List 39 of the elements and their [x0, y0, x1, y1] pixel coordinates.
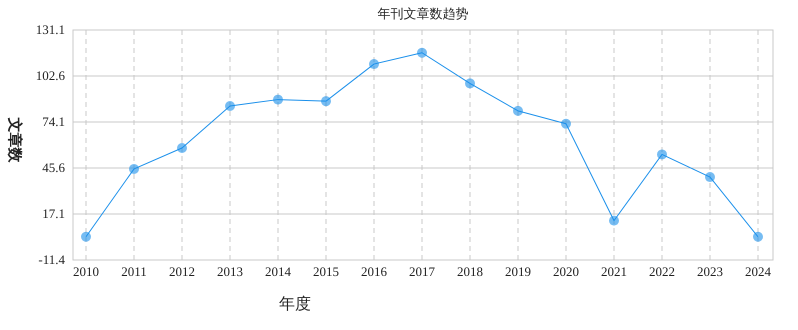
- x-axis-title: 年度: [279, 295, 311, 313]
- y-tick-label: 102.6: [36, 68, 66, 83]
- x-tick-label: 2014: [265, 264, 292, 279]
- point: [225, 101, 235, 112]
- point: [369, 59, 379, 70]
- point: [609, 216, 619, 226]
- x-tick-label: 2013: [217, 264, 243, 279]
- x-tick-label: 2024: [745, 264, 772, 279]
- point: [705, 172, 715, 182]
- point: [465, 78, 475, 88]
- x-tick-label: 2011: [121, 264, 147, 279]
- y-tick-label: 45.6: [42, 160, 66, 175]
- point: [177, 142, 187, 153]
- point: [657, 149, 667, 160]
- point: [81, 232, 91, 242]
- point: [129, 164, 139, 174]
- x-tick-label: 2015: [313, 264, 339, 279]
- point: [321, 96, 331, 106]
- point: [561, 118, 571, 129]
- chart-title: 年刊文章数趋势: [378, 6, 468, 21]
- y-axis-title: 文章数: [6, 116, 24, 164]
- y-tick-label: 74.1: [42, 114, 65, 129]
- x-tick-label: 2016: [361, 264, 388, 279]
- x-tick-label: 2021: [601, 264, 627, 279]
- y-tick-label: 131.1: [36, 22, 65, 37]
- point: [417, 48, 427, 58]
- x-tick-label: 2018: [457, 264, 483, 279]
- x-tick-label: 2023: [697, 264, 723, 279]
- x-tick-label: 2022: [649, 264, 675, 279]
- x-tick-label: 2017: [409, 264, 436, 279]
- point: [273, 94, 283, 105]
- y-tick-label: 17.1: [42, 206, 65, 221]
- y-tick-label: -11.4: [38, 252, 66, 267]
- x-tick-label: 2019: [505, 264, 531, 279]
- point: [753, 232, 763, 242]
- x-tick-label: 2020: [553, 264, 579, 279]
- x-tick-label: 2010: [73, 264, 99, 279]
- x-tick-label: 2012: [169, 264, 195, 279]
- point: [513, 106, 523, 116]
